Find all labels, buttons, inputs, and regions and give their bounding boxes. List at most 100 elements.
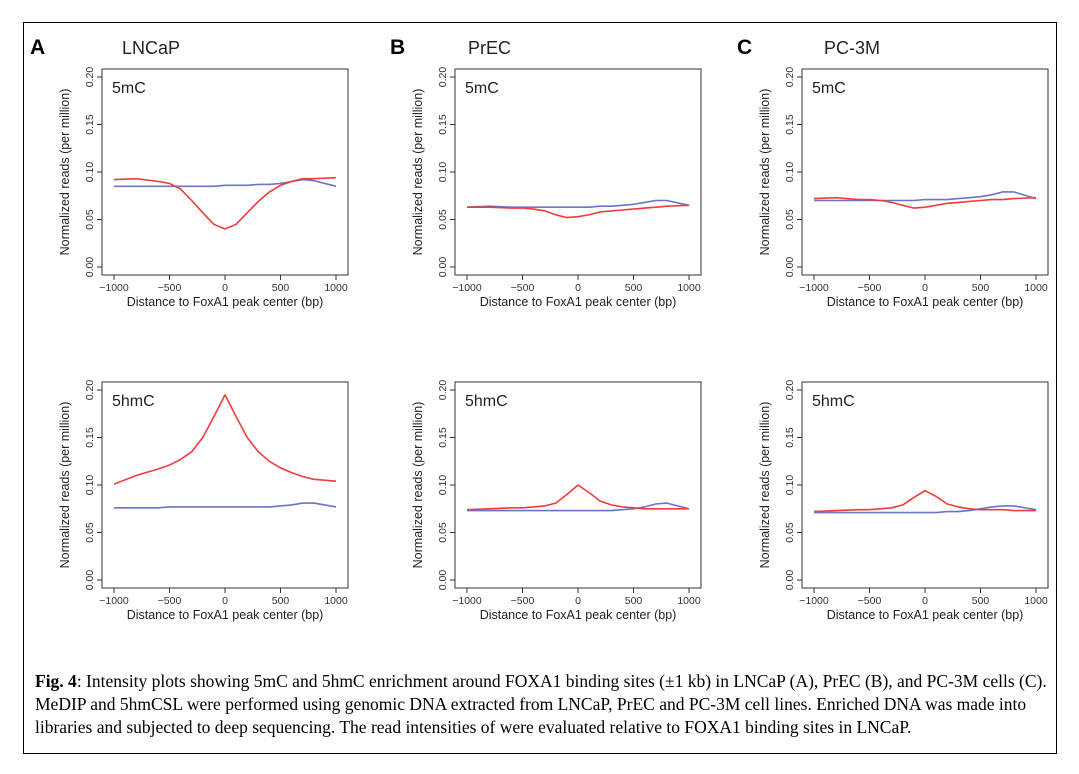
y-tick-label: 0.05 bbox=[784, 209, 796, 230]
panel-letter-C: C bbox=[737, 36, 752, 59]
x-tick-label: −500 bbox=[511, 282, 535, 294]
plot-A-5mC: 5mC −1000 −500 0 500 1000 0.00 0.05 0.10 0.15 0.20… bbox=[58, 67, 349, 309]
x-tick-label: 0 bbox=[575, 282, 581, 294]
series-line-blue bbox=[814, 191, 1037, 202]
y-tick-label: 0.15 bbox=[84, 427, 96, 448]
y-tick-label: 0.05 bbox=[437, 522, 449, 543]
x-tick-label: 500 bbox=[625, 595, 643, 607]
series-line-blue bbox=[466, 199, 690, 208]
x-tick-label: 0 bbox=[922, 595, 928, 607]
panel-title-C: PC-3M bbox=[824, 38, 880, 58]
panel-letter-A: A bbox=[30, 36, 45, 59]
mark-label-A-5hmC: 5hmC bbox=[112, 393, 155, 410]
series-line-red bbox=[113, 176, 337, 230]
x-tick-label: 500 bbox=[972, 282, 990, 294]
plot-B-5hmC: 5hmC −1000 −500 0 500 1000 0.00 0.05 0.10 0.15 0.2… bbox=[411, 380, 702, 622]
x-tick-label: −1000 bbox=[99, 595, 129, 607]
y-axis-title: Normalized reads (per million) bbox=[758, 89, 772, 256]
series-line-blue bbox=[467, 502, 690, 512]
y-tick-label: 0.20 bbox=[784, 380, 796, 401]
y-axis-title: Normalized reads (per million) bbox=[411, 402, 425, 569]
x-tick-label: 1000 bbox=[677, 595, 701, 607]
caption-label: Fig. 4 bbox=[35, 671, 77, 691]
y-tick-label: 0.15 bbox=[784, 114, 796, 135]
y-tick-label: 0.00 bbox=[784, 257, 796, 278]
panel-title-B: PrEC bbox=[468, 38, 511, 58]
panel-letter-B: B bbox=[390, 36, 405, 59]
plot-C-5mC: 5mC −1000 −500 0 500 1000 0.00 0.05 0.10 0.15 0.20… bbox=[758, 67, 1049, 309]
x-tick-label: −1000 bbox=[799, 595, 829, 607]
panel-title-A: LNCaP bbox=[122, 38, 180, 58]
plot-box bbox=[101, 381, 349, 589]
y-axis-title: Normalized reads (per million) bbox=[58, 89, 72, 256]
y-tick-label: 0.05 bbox=[784, 522, 796, 543]
figure-plots: A LNCaP B PrEC C PC-3M 5mC −1000 −500 0 500 1000 0.0… bbox=[30, 36, 1049, 622]
mark-label-B-5hmC: 5hmC bbox=[465, 393, 508, 410]
y-tick-label: 0.20 bbox=[437, 67, 449, 88]
x-axis-title: Distance to FoxA1 peak center (bp) bbox=[127, 295, 324, 309]
x-axis-title: Distance to FoxA1 peak center (bp) bbox=[827, 608, 1024, 622]
y-tick-label: 0.15 bbox=[784, 427, 796, 448]
y-tick-label: 0.00 bbox=[84, 570, 96, 591]
x-tick-label: −500 bbox=[511, 595, 535, 607]
x-tick-label: 500 bbox=[972, 595, 990, 607]
y-axis-title: Normalized reads (per million) bbox=[758, 402, 772, 569]
y-tick-label: 0.00 bbox=[84, 257, 96, 278]
y-tick-label: 0.00 bbox=[784, 570, 796, 591]
y-tick-label: 0.05 bbox=[437, 209, 449, 230]
y-tick-label: 0.10 bbox=[784, 475, 796, 496]
y-tick-label: 0.10 bbox=[437, 475, 449, 496]
series-line-red bbox=[813, 489, 1036, 513]
y-tick-label: 0.20 bbox=[437, 380, 449, 401]
x-axis-title: Distance to FoxA1 peak center (bp) bbox=[480, 295, 677, 309]
y-tick-label: 0.15 bbox=[437, 427, 449, 448]
plot-box bbox=[801, 381, 1049, 589]
y-tick-label: 0.20 bbox=[784, 67, 796, 88]
x-tick-label: −1000 bbox=[452, 595, 482, 607]
x-tick-label: 500 bbox=[272, 595, 290, 607]
x-tick-label: −500 bbox=[158, 282, 182, 294]
x-tick-label: 500 bbox=[625, 282, 643, 294]
plot-box bbox=[101, 68, 349, 276]
mark-label-B-5mC: 5mC bbox=[465, 80, 499, 97]
figure-caption: Fig. 4: Intensity plots showing 5mC and … bbox=[35, 670, 1047, 739]
y-tick-label: 0.10 bbox=[784, 162, 796, 183]
figure-frame: A LNCaP B PrEC C PC-3M 5mC −1000 −500 0 500 1000 0.0… bbox=[23, 22, 1057, 754]
y-tick-label: 0.15 bbox=[437, 114, 449, 135]
series-line-red bbox=[113, 393, 337, 485]
x-tick-label: 1000 bbox=[677, 282, 701, 294]
series-line-red bbox=[467, 204, 690, 219]
x-tick-label: −500 bbox=[858, 595, 882, 607]
y-tick-label: 0.10 bbox=[84, 475, 96, 496]
series-line-blue bbox=[814, 505, 1037, 514]
x-tick-label: 0 bbox=[575, 595, 581, 607]
x-tick-label: −1000 bbox=[452, 282, 482, 294]
x-tick-label: 0 bbox=[222, 595, 228, 607]
x-axis-title: Distance to FoxA1 peak center (bp) bbox=[127, 608, 324, 622]
mark-label-C-5hmC: 5hmC bbox=[812, 393, 855, 410]
y-tick-label: 0.15 bbox=[84, 114, 96, 135]
y-tick-label: 0.10 bbox=[84, 162, 96, 183]
plot-box bbox=[454, 68, 702, 276]
plot-C-5hmC: 5hmC −1000 −500 0 500 1000 0.00 0.05 0.10 0.15 0.2… bbox=[758, 380, 1049, 622]
y-axis-title: Normalized reads (per million) bbox=[58, 402, 72, 569]
y-tick-label: 0.10 bbox=[437, 162, 449, 183]
x-tick-label: −1000 bbox=[799, 282, 829, 294]
x-tick-label: 1000 bbox=[324, 595, 348, 607]
series-line-blue bbox=[114, 502, 337, 509]
mark-label-C-5mC: 5mC bbox=[812, 80, 846, 97]
x-tick-label: 1000 bbox=[1024, 595, 1048, 607]
x-tick-label: −500 bbox=[858, 282, 882, 294]
y-axis-title: Normalized reads (per million) bbox=[411, 89, 425, 256]
y-tick-label: 0.00 bbox=[437, 257, 449, 278]
y-tick-label: 0.05 bbox=[84, 209, 96, 230]
x-axis-title: Distance to FoxA1 peak center (bp) bbox=[827, 295, 1024, 309]
plot-B-5mC: 5mC −1000 −500 0 500 1000 0.00 0.05 0.10 0.15 0.20… bbox=[411, 67, 702, 309]
x-axis-title: Distance to FoxA1 peak center (bp) bbox=[480, 608, 677, 622]
caption-text: : Intensity plots showing 5mC and 5hmC e… bbox=[35, 671, 1047, 737]
y-tick-label: 0.05 bbox=[84, 522, 96, 543]
x-tick-label: 0 bbox=[922, 282, 928, 294]
x-tick-label: −1000 bbox=[99, 282, 129, 294]
x-tick-label: 1000 bbox=[324, 282, 348, 294]
x-tick-label: −500 bbox=[158, 595, 182, 607]
